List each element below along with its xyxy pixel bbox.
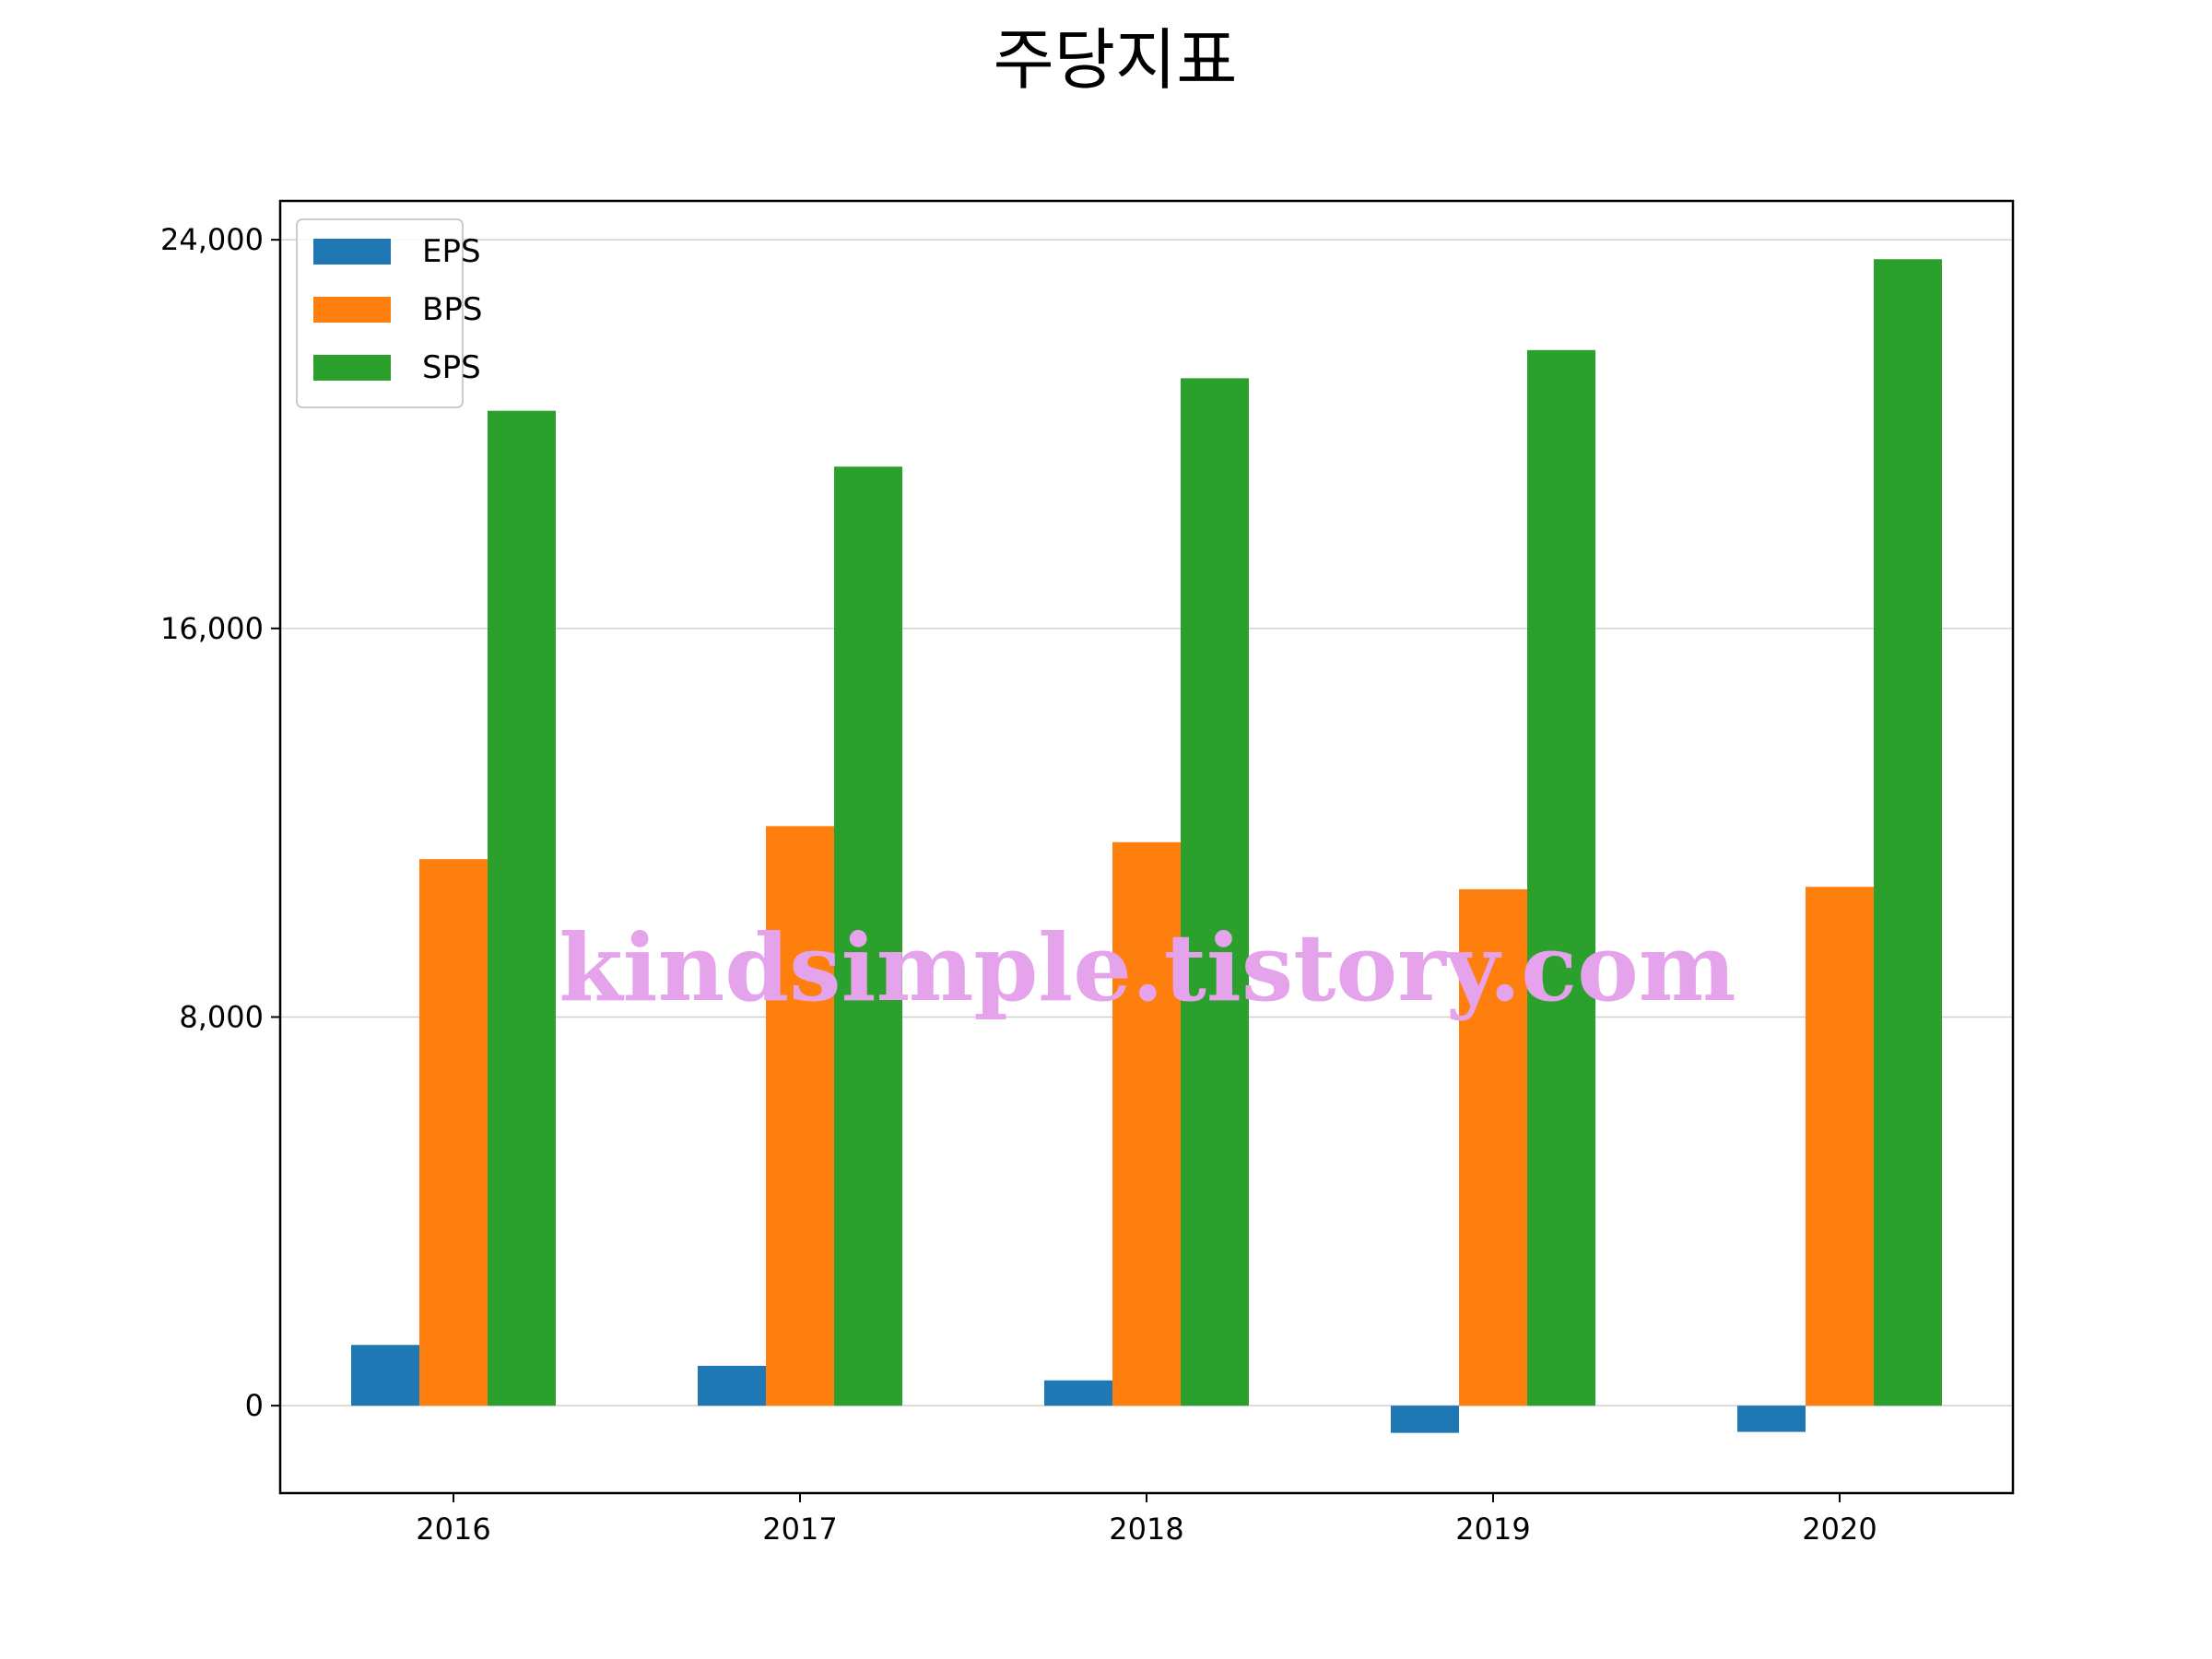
x-tick-label: 2017 xyxy=(762,1512,837,1547)
y-tick-label: 24,000 xyxy=(160,222,264,257)
x-tick-label: 2019 xyxy=(1455,1512,1530,1547)
x-tick-label: 2018 xyxy=(1109,1512,1183,1547)
legend-swatch-bps xyxy=(313,297,391,323)
bar-sps-2018 xyxy=(1181,378,1249,1406)
legend-swatch-sps xyxy=(313,355,391,381)
x-tick-label: 2020 xyxy=(1802,1512,1877,1547)
x-axis: 2016 2017 2018 2019 2020 xyxy=(416,1493,1877,1547)
y-axis: 0 8,000 16,000 24,000 xyxy=(160,222,280,1423)
legend-label-eps: EPS xyxy=(422,233,481,270)
bar-bps-2018 xyxy=(1112,841,1181,1406)
bar-eps-2018 xyxy=(1044,1380,1112,1406)
bar-sps-2020 xyxy=(1874,259,1942,1406)
chart-title: 주당지표 xyxy=(994,21,1238,99)
y-tick-label: 0 xyxy=(245,1388,264,1423)
bar-eps-2020 xyxy=(1737,1406,1806,1432)
bar-sps-2017 xyxy=(834,466,902,1406)
bar-sps-2019 xyxy=(1527,349,1595,1406)
bar-bps-2017 xyxy=(766,826,834,1406)
legend: EPS BPS SPS xyxy=(296,218,482,408)
legend-swatch-eps xyxy=(313,239,391,265)
legend-label-sps: SPS xyxy=(422,349,481,386)
bar-bps-2020 xyxy=(1806,887,1874,1406)
bar-sps-2016 xyxy=(488,410,556,1406)
y-tick-label: 16,000 xyxy=(160,611,264,646)
bar-eps-2019 xyxy=(1391,1406,1459,1433)
bar-bps-2016 xyxy=(419,859,488,1406)
y-tick-label: 8,000 xyxy=(179,999,264,1034)
bar-bps-2019 xyxy=(1459,888,1527,1406)
legend-label-bps: BPS xyxy=(422,291,482,328)
bar-eps-2016 xyxy=(351,1345,419,1406)
bars xyxy=(351,259,1942,1433)
x-tick-label: 2016 xyxy=(416,1512,490,1547)
watermark-text: kindsimple.tistory.com xyxy=(559,913,1735,1022)
bar-eps-2017 xyxy=(698,1365,766,1406)
